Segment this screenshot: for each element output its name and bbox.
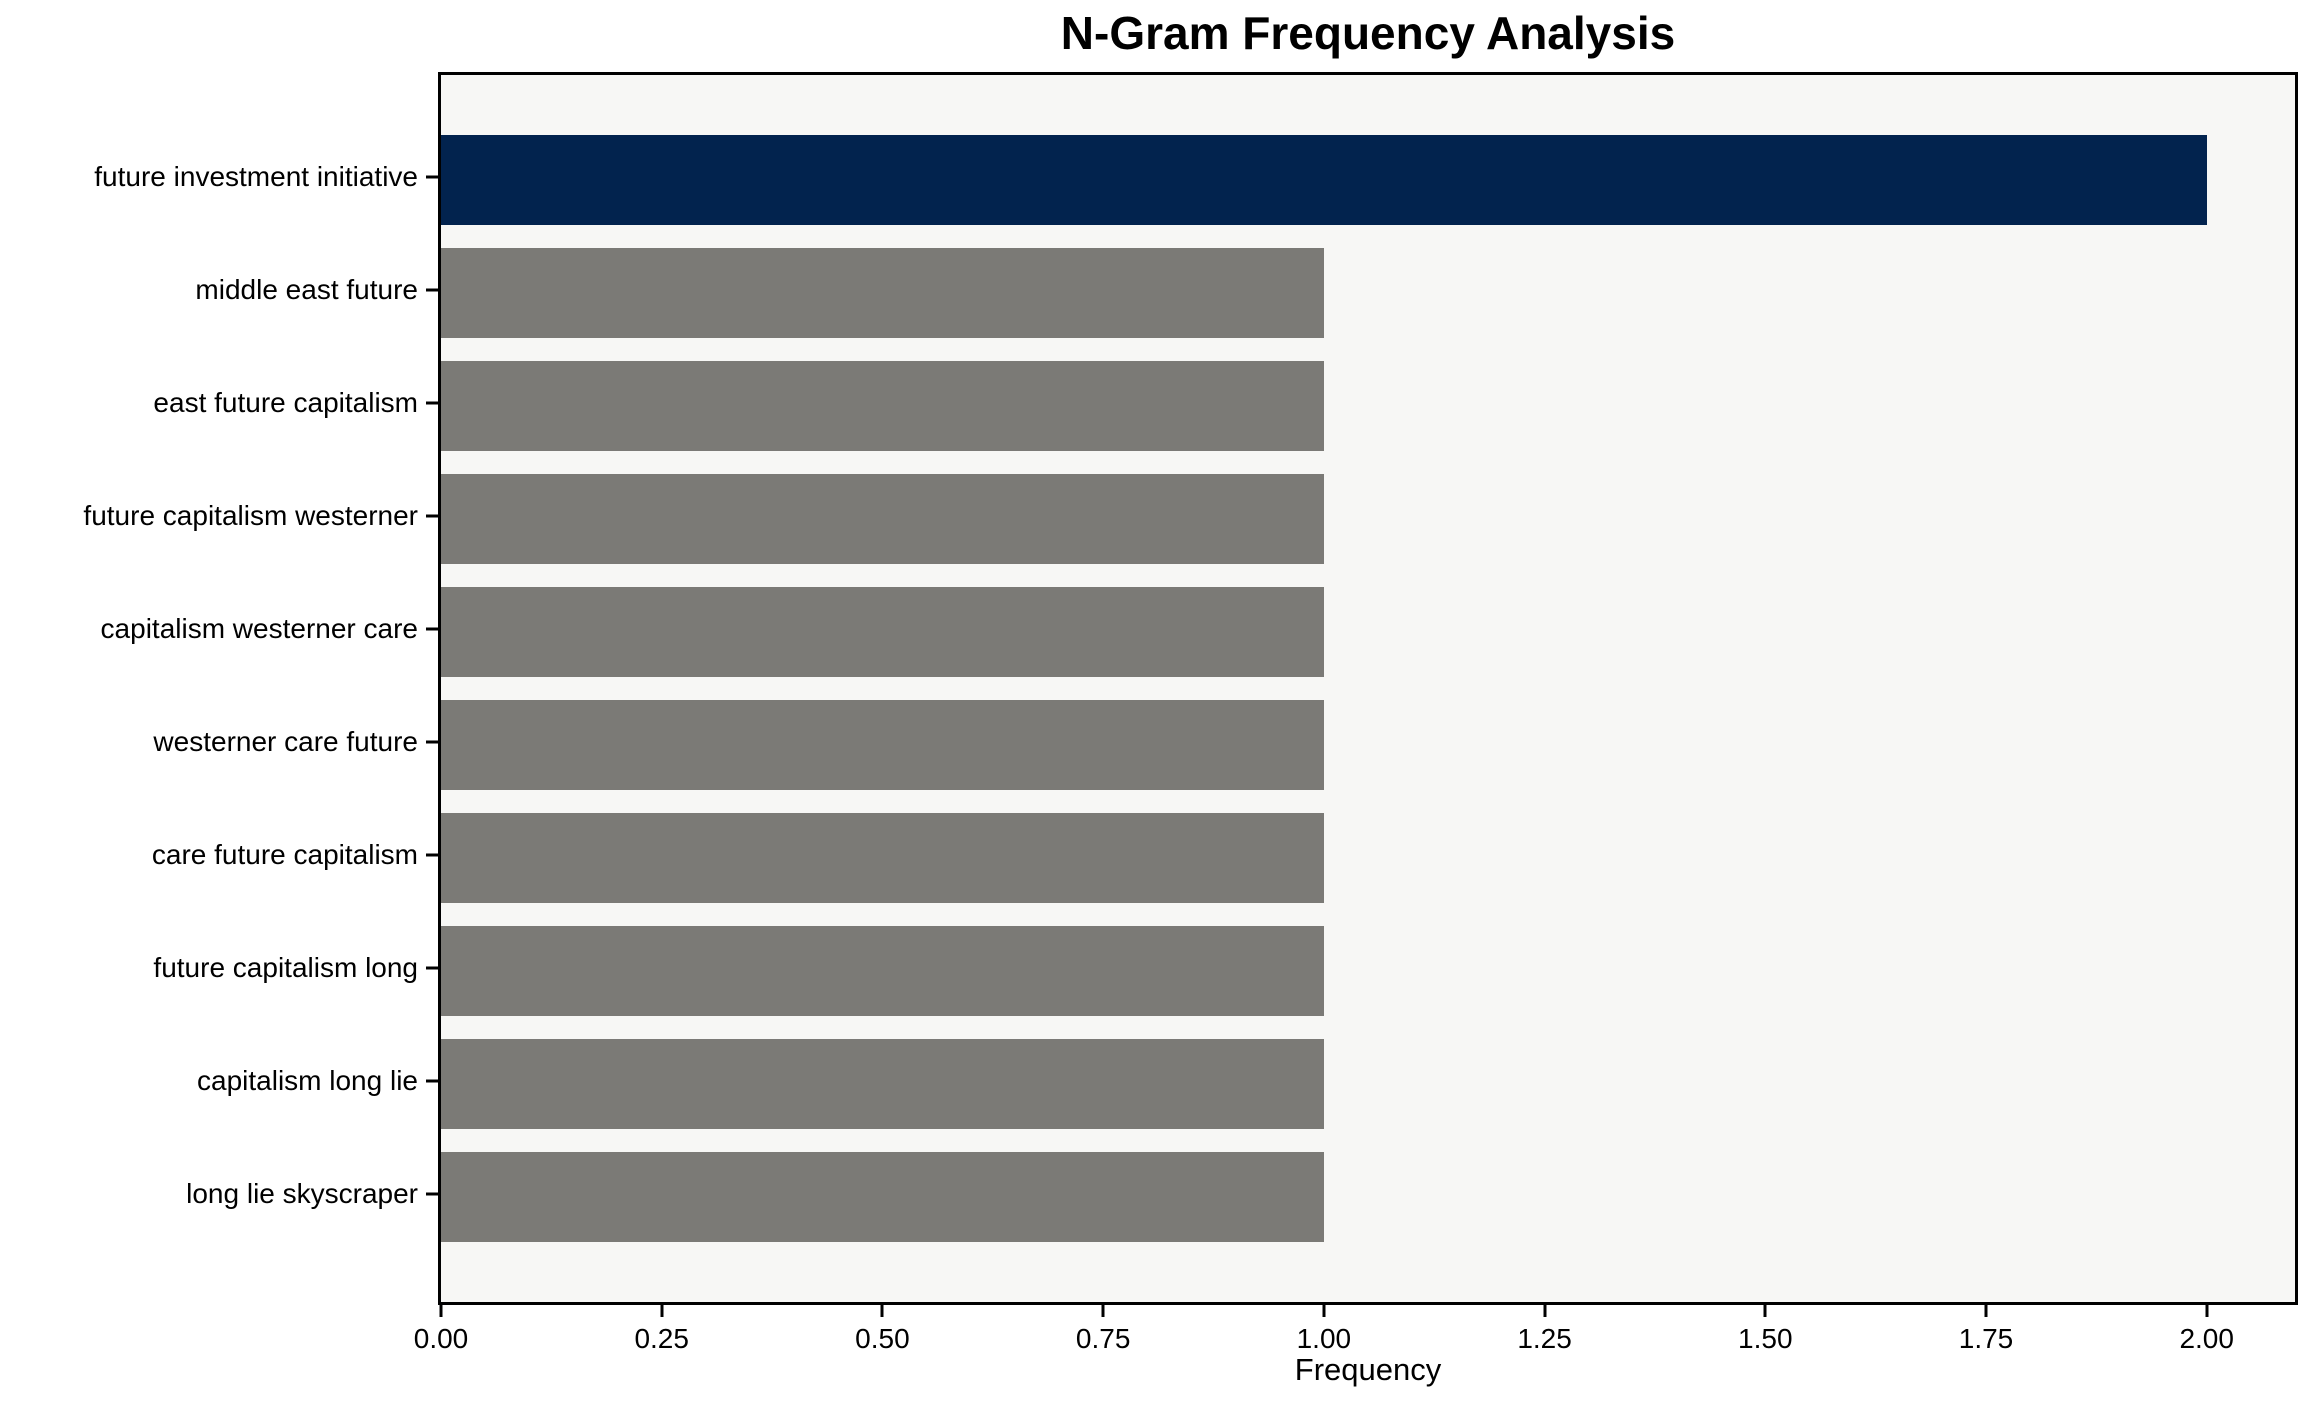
y-tick-mark (426, 1192, 438, 1196)
y-tick-label: capitalism westerner care (100, 612, 418, 644)
bar (441, 1152, 1324, 1243)
y-tick-label: future capitalism westerner (83, 499, 418, 531)
y-tick-label: future investment initiative (94, 160, 418, 192)
bar (441, 586, 1324, 677)
x-tick-label: 1.50 (1738, 1323, 1793, 1354)
bar (441, 360, 1324, 451)
bar (441, 134, 2207, 225)
y-tick-mark (426, 627, 438, 631)
x-tick-label: 0.50 (855, 1323, 910, 1354)
x-tick-mark (1543, 1305, 1547, 1317)
y-axis: future investment initiative middle east … (0, 72, 438, 1305)
x-tick-label: 0.25 (634, 1323, 689, 1354)
y-tick-mark (426, 288, 438, 292)
x-tick-label: 2.00 (2179, 1323, 2234, 1354)
x-tick-label: 0.00 (413, 1323, 469, 1354)
x-tick-mark (880, 1305, 884, 1317)
x-tick-mark (1322, 1305, 1326, 1317)
x-axis-label: Frequency (1294, 1352, 1442, 1387)
bar (441, 473, 1324, 564)
y-tick-label: east future capitalism (153, 386, 418, 418)
x-tick-label: 1.25 (1517, 1323, 1572, 1354)
y-tick-mark (426, 1079, 438, 1083)
x-tick-mark (660, 1305, 664, 1317)
x-tick-mark (1984, 1305, 1988, 1317)
bar (441, 1039, 1324, 1130)
y-tick-label: middle east future (195, 273, 418, 305)
x-tick-mark (2205, 1305, 2209, 1317)
y-tick-mark (426, 966, 438, 970)
y-tick-mark (426, 514, 438, 518)
y-tick-label: future capitalism long (153, 952, 418, 984)
bar (441, 247, 1324, 338)
y-tick-label: westerner care future (153, 726, 418, 758)
x-tick-mark (1763, 1305, 1767, 1317)
y-tick-mark (426, 853, 438, 857)
x-tick-label: 1.75 (1958, 1323, 2014, 1354)
y-tick-label: care future capitalism (151, 839, 418, 871)
y-tick-mark (426, 175, 438, 179)
x-tick-mark (439, 1305, 443, 1317)
y-tick-label: long lie skyscraper (186, 1178, 418, 1210)
plot-area (438, 72, 2298, 1305)
y-tick-mark (426, 740, 438, 744)
y-tick-mark (426, 401, 438, 405)
bar (441, 926, 1324, 1017)
x-axis: 0.00 0.25 0.50 0.75 1.00 1.25 1.50 1.75 2.00 (414, 1305, 2295, 1375)
chart-title: N-Gram Frequency Analysis (1060, 7, 1676, 59)
x-tick-label: 1.00 (1296, 1323, 1352, 1354)
bar (441, 700, 1324, 791)
bar (441, 813, 1324, 904)
y-tick-label: capitalism long lie (197, 1065, 418, 1097)
x-tick-label: 0.75 (1075, 1323, 1131, 1354)
x-tick-mark (1101, 1305, 1105, 1317)
